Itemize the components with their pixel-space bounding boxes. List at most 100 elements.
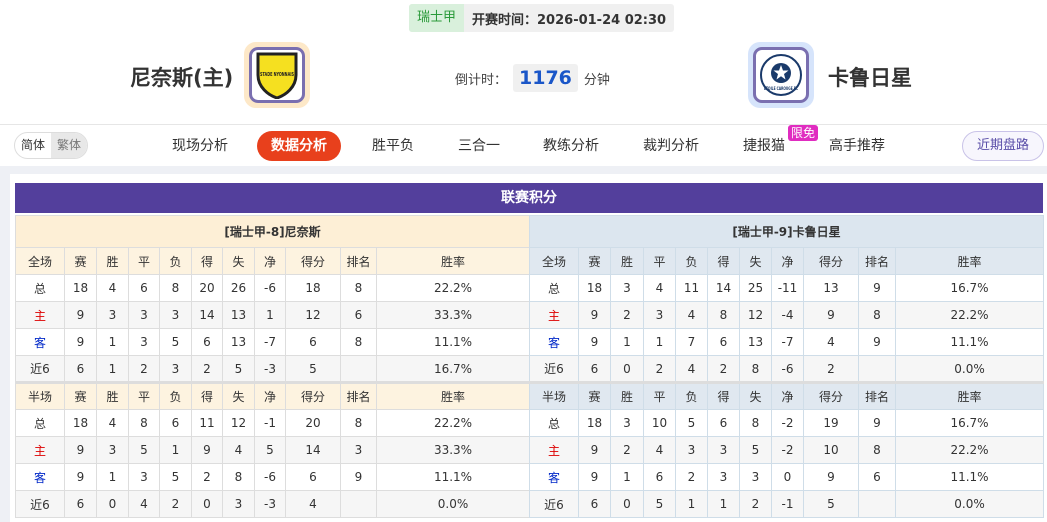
column-header: 得分	[285, 381, 341, 410]
tab-expert-picks[interactable]: 高手推荐	[829, 138, 885, 154]
table-row: 总 18 3 10 5 6 8 -2 19 9 16.7%	[529, 409, 1044, 437]
table-row: 客 9 1 3 5 2 8 -6 6 9 11.1%	[15, 463, 531, 491]
table-cell: 6	[578, 355, 611, 383]
tab-three-in-one[interactable]: 三合一	[458, 138, 500, 154]
column-header: 失	[739, 247, 772, 275]
table-cell: 5	[159, 463, 192, 491]
table-cell: 3	[128, 463, 160, 491]
column-header: 排名	[858, 381, 896, 410]
away-team-logo[interactable]: ETOILE CAROUGE FC	[748, 42, 814, 108]
row-label: 总	[529, 274, 579, 302]
column-header: 平	[128, 381, 160, 410]
table-cell: 5	[675, 409, 708, 437]
countdown-label: 倒计时：	[455, 72, 508, 88]
table-cell: -2	[771, 409, 804, 437]
table-cell: 5	[739, 436, 772, 464]
table-row: 近6 6 0 2 4 2 8 -6 2 0.0%	[529, 355, 1044, 383]
row-label: 主	[15, 436, 65, 464]
table-cell: 22.2%	[375, 274, 531, 302]
language-toggle[interactable]: 简体 繁体	[14, 132, 89, 159]
league-badge[interactable]: 瑞士甲	[409, 4, 465, 32]
column-header: 负	[159, 247, 192, 275]
table-cell: 26	[222, 274, 255, 302]
table-cell: -7	[254, 328, 286, 356]
table-cell: 2	[707, 355, 740, 383]
table-cell: 2	[803, 355, 859, 383]
tab-win-draw-lose[interactable]: 胜平负	[372, 138, 414, 154]
table-cell: 5	[128, 436, 160, 464]
table-cell: 19	[803, 409, 859, 437]
recent-odds-button[interactable]: 近期盘路	[962, 131, 1044, 161]
table-cell: 9	[64, 463, 97, 491]
tab-live-analysis[interactable]: 现场分析	[172, 138, 228, 154]
table-cell: 3	[159, 355, 192, 383]
table-cell: 3	[96, 301, 129, 329]
lang-simplified[interactable]: 简体	[21, 138, 46, 152]
column-header: 失	[222, 247, 255, 275]
table-cell: 16.7%	[375, 355, 531, 383]
column-header: 净	[771, 247, 804, 275]
table-cell: 4	[643, 436, 676, 464]
table-cell: 3	[643, 301, 676, 329]
table-cell: 3	[707, 436, 740, 464]
nav-bar: 简体 繁体 现场分析 数据分析 胜平负 三合一 教练分析 裁判分析 捷报猫 限免…	[0, 124, 1047, 166]
tab-jiebaomao[interactable]: 捷报猫	[743, 138, 785, 154]
tab-coach-analysis[interactable]: 教练分析	[543, 138, 599, 154]
table-cell: 33.3%	[375, 436, 531, 464]
table-cell: 6	[858, 463, 896, 491]
table-cell: 8	[340, 328, 377, 356]
table-cell: 4	[803, 328, 859, 356]
column-header: 净	[771, 381, 804, 410]
table-cell: 11.1%	[375, 463, 531, 491]
home-team-name[interactable]: 尼奈斯(主)	[130, 66, 234, 90]
home-team-logo[interactable]: STADE NYONNAIS	[244, 42, 310, 108]
home-standings-table: [瑞士甲-8]尼奈斯 全场赛胜平负得失净得分 排名 胜率总 18 4 6 8 20 26 -6 18 8…	[14, 215, 531, 518]
column-header: 半场	[529, 381, 579, 410]
table-row: 总 18 4 8 6 11 12 -1 20 8 22.2%	[15, 409, 531, 437]
row-label: 主	[529, 436, 579, 464]
table-cell: -2	[771, 436, 804, 464]
table-cell: 3	[222, 490, 255, 518]
table-cell	[858, 490, 896, 518]
table-cell: 6	[191, 328, 223, 356]
away-team-name[interactable]: 卡鲁日星	[828, 66, 912, 90]
column-header: 全场	[529, 247, 579, 275]
table-cell: 6	[128, 274, 160, 302]
table-cell: 11.1%	[895, 463, 1044, 491]
row-label: 近6	[529, 490, 579, 518]
column-header: 胜	[96, 247, 129, 275]
table-cell: -3	[254, 355, 286, 383]
table-cell: 8	[858, 301, 896, 329]
tab-referee-analysis[interactable]: 裁判分析	[643, 138, 699, 154]
table-cell: 8	[159, 274, 192, 302]
table-cell: 10	[803, 436, 859, 464]
table-cell: 9	[64, 436, 97, 464]
table-cell: 18	[285, 274, 341, 302]
table-cell: 3	[610, 274, 644, 302]
table-cell: 11	[675, 274, 708, 302]
column-header: 赛	[578, 247, 611, 275]
table-cell: 18	[578, 409, 611, 437]
table-cell: 1	[96, 463, 129, 491]
column-header: 得	[707, 247, 740, 275]
table-cell: 8	[858, 436, 896, 464]
table-cell: -11	[771, 274, 804, 302]
table-cell: -3	[254, 490, 286, 518]
column-header: 失	[222, 381, 255, 410]
column-header: 胜率	[895, 381, 1044, 410]
table-row: 主 9 3 3 3 14 13 1 12 6 33.3%	[15, 301, 531, 329]
table-cell: 8	[707, 301, 740, 329]
table-cell: 4	[675, 301, 708, 329]
lang-traditional[interactable]: 繁体	[51, 133, 88, 158]
tab-data-analysis[interactable]: 数据分析	[257, 131, 341, 161]
table-cell: 14	[191, 301, 223, 329]
standings-title: 联赛积分	[15, 183, 1043, 213]
kickoff-time: 开赛时间：2026-01-24 02:30	[472, 12, 667, 28]
table-cell: 6	[643, 463, 676, 491]
table-cell: 20	[191, 274, 223, 302]
row-label: 近6	[15, 355, 65, 383]
table-cell: 4	[96, 409, 129, 437]
table-cell: 3	[739, 463, 772, 491]
team-header: [瑞士甲-9]卡鲁日星	[529, 215, 1044, 248]
column-header: 胜	[96, 381, 129, 410]
